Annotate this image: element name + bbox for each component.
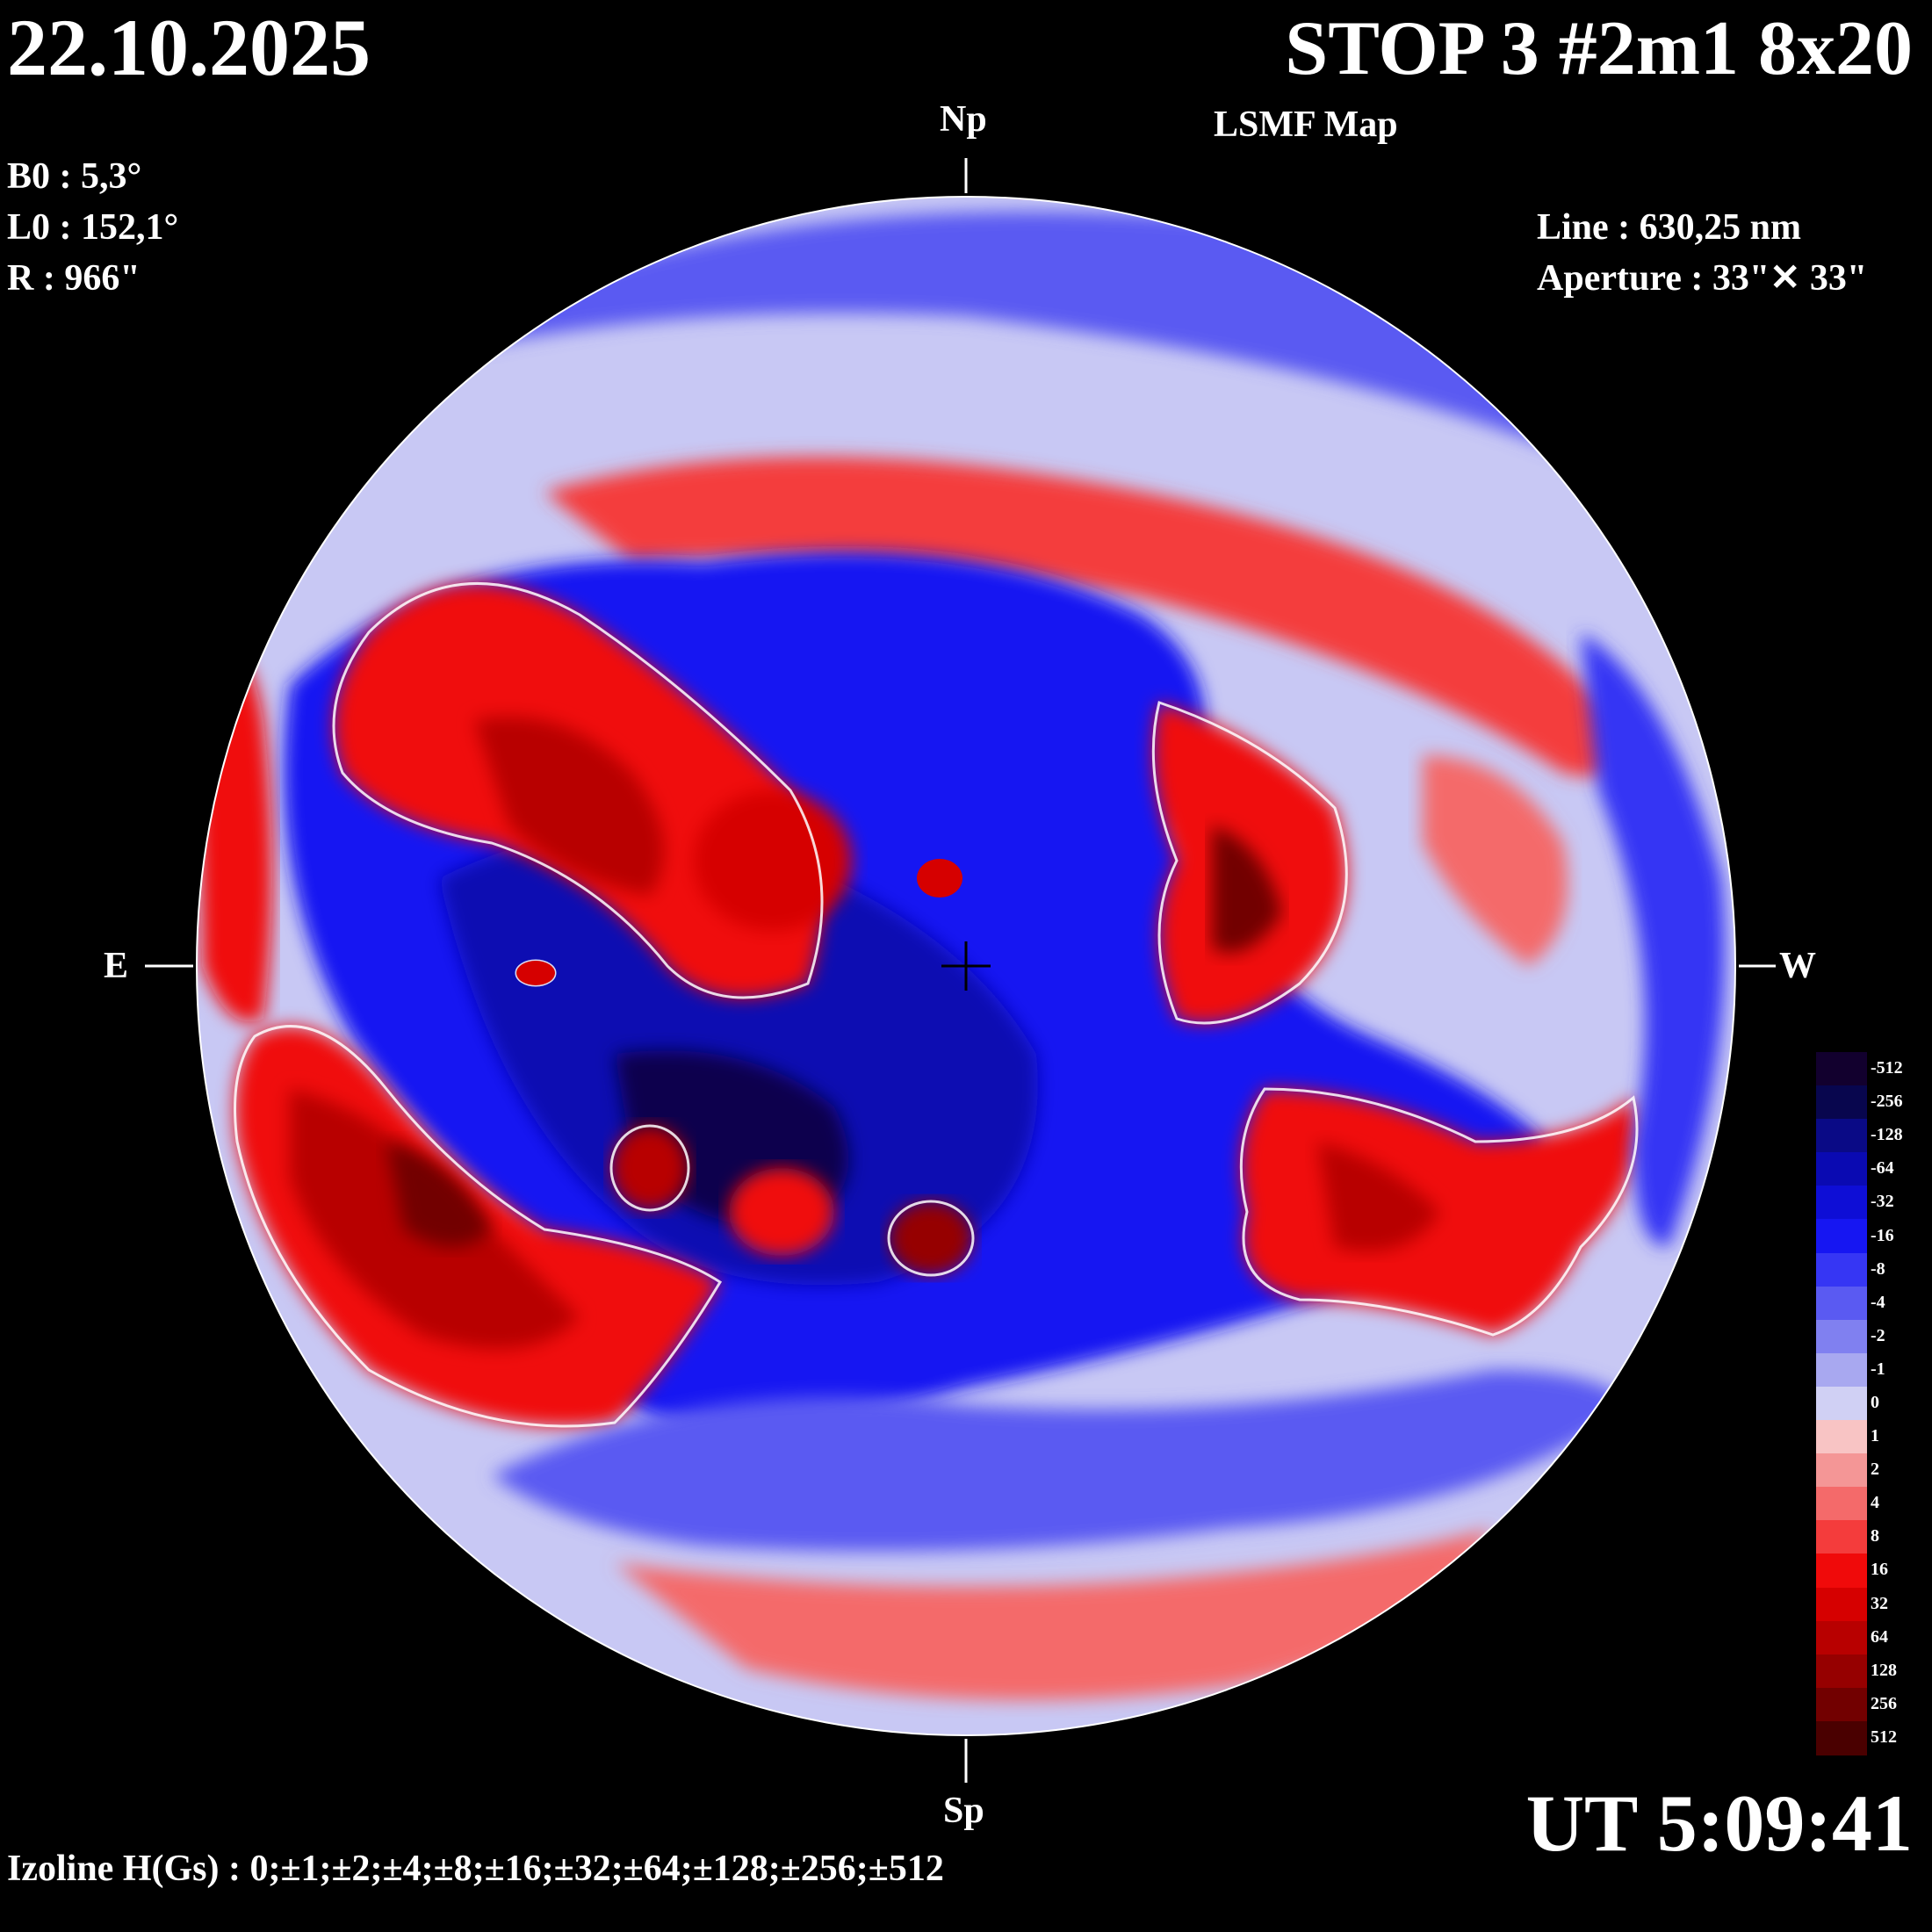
scale-label: -256	[1871, 1092, 1903, 1112]
scale-band	[1816, 1085, 1867, 1121]
scale-band	[1816, 1720, 1867, 1755]
param-l0: L0 : 152,1°	[7, 207, 179, 248]
scale-band	[1816, 1052, 1867, 1087]
izoline-levels: Izoline H(Gs) : 0;±1;±2;±4;±8;±16;±32;±6…	[7, 1849, 944, 1889]
color-scale-legend: -512 -256 -128 -64 -32 -16 -8 -4 -2 -1 0 1 2 4 8 16 32 64…	[1816, 1052, 1903, 1755]
scale-label: 16	[1871, 1560, 1888, 1580]
scale-band	[1816, 1587, 1867, 1622]
north-pole-label: Np	[940, 99, 987, 140]
scale-label: 1	[1871, 1426, 1879, 1446]
instrument-info: Line : 630,25 nm Aperture : 33"✕ 33"	[1537, 202, 1867, 304]
scale-label: 0	[1871, 1393, 1879, 1412]
scale-label: 2	[1871, 1460, 1879, 1480]
scale-band	[1816, 1286, 1867, 1321]
map-title: STOP 3 #2m1 8x20	[1285, 6, 1913, 91]
scale-label: -512	[1871, 1058, 1903, 1078]
param-r: R : 966"	[7, 258, 141, 299]
scale-label: 512	[1871, 1727, 1897, 1747]
scale-band	[1816, 1420, 1867, 1455]
east-label: E	[104, 946, 129, 986]
scale-label: -2	[1871, 1325, 1885, 1345]
scale-band	[1816, 1252, 1867, 1287]
scale-label: 256	[1871, 1693, 1897, 1713]
scale-band	[1816, 1386, 1867, 1422]
scale-band	[1816, 1654, 1867, 1689]
scale-label: 8	[1871, 1526, 1879, 1546]
scale-band	[1816, 1453, 1867, 1489]
disk-limb	[196, 196, 1736, 1736]
observation-date: 22.10.2025	[7, 3, 371, 92]
scale-label: 64	[1871, 1626, 1888, 1647]
scale-label: -8	[1871, 1258, 1885, 1279]
scale-band	[1816, 1186, 1867, 1221]
scale-label: -4	[1871, 1292, 1885, 1312]
center-crosshair	[941, 941, 991, 991]
scale-label: -1	[1871, 1359, 1885, 1379]
scale-label: -64	[1871, 1158, 1894, 1179]
field-map	[197, 197, 1735, 1735]
scale-label: -128	[1871, 1125, 1903, 1145]
scale-label: -16	[1871, 1225, 1894, 1245]
scale-band	[1816, 1687, 1867, 1722]
scale-band	[1816, 1554, 1867, 1589]
param-b0: B0 : 5,3°	[7, 156, 142, 197]
south-pole-label: Sp	[943, 1791, 984, 1831]
scale-band	[1816, 1152, 1867, 1187]
west-label: W	[1779, 946, 1816, 986]
aperture-info: Aperture : 33"✕ 33"	[1537, 258, 1868, 299]
scale-band	[1816, 1620, 1867, 1655]
line-info: Line : 630,25 nm	[1537, 207, 1802, 248]
scale-band	[1816, 1520, 1867, 1555]
scale-label: 128	[1871, 1660, 1897, 1680]
scale-label: 32	[1871, 1593, 1888, 1613]
scale-band	[1816, 1319, 1867, 1354]
scale-band	[1816, 1352, 1867, 1388]
solar-parameters: B0 : 5,3° L0 : 152,1° R : 966"	[7, 151, 178, 304]
map-subtitle: LSMF Map	[1214, 105, 1398, 145]
scale-band	[1816, 1487, 1867, 1522]
scale-label: 4	[1871, 1493, 1879, 1513]
scale-band	[1816, 1119, 1867, 1154]
universal-time: UT 5:09:41	[1525, 1778, 1913, 1868]
scale-band	[1816, 1219, 1867, 1254]
scale-label: -32	[1871, 1192, 1894, 1212]
